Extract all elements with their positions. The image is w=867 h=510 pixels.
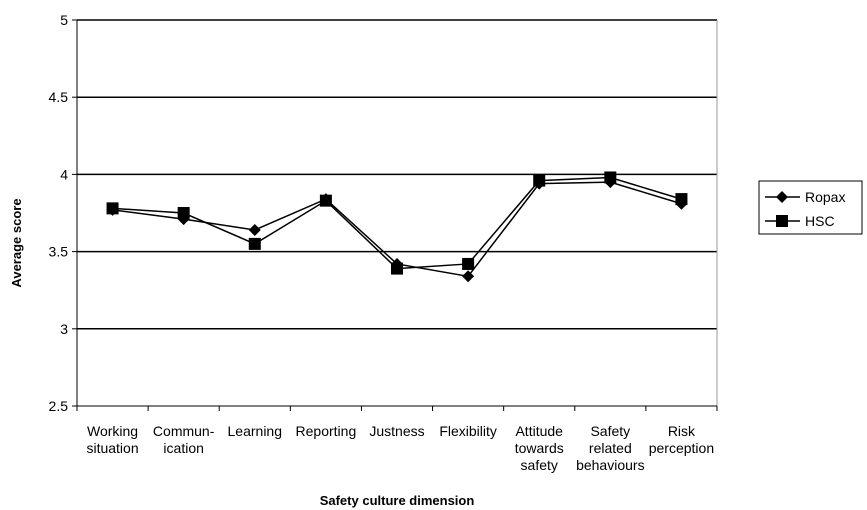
x-tick-label: Attitude towards safety: [515, 423, 564, 473]
y-axis-ticks: 2.5 3 3.5 4 4.5 5: [49, 12, 77, 414]
square-point: [533, 174, 546, 187]
gridlines: [77, 96, 717, 330]
x-tick-label-line: Flexibility: [439, 423, 497, 439]
x-tick-label: Safety related behaviours: [576, 423, 645, 473]
plot-frame: [76, 19, 718, 407]
legend-item-ropax: Ropax: [765, 189, 845, 205]
series-hsc: [106, 171, 688, 275]
square-point: [248, 237, 261, 250]
y-tick-label: 4.5: [49, 89, 69, 105]
legend: Ropax HSC: [758, 180, 863, 235]
x-tick-label-line: Learning: [228, 423, 283, 439]
square-point: [675, 193, 688, 206]
legend-item-hsc: HSC: [765, 213, 835, 229]
y-tick-label: 5: [60, 12, 68, 28]
x-tick-label-line: Attitude: [515, 423, 563, 439]
square-point: [462, 257, 475, 270]
x-axis-ticks: Working situation Commun-ication Learning Re…: [76, 406, 718, 473]
square-point: [177, 207, 190, 219]
x-tick-label-line: related: [589, 440, 632, 456]
x-tick-label: Commun-ication: [153, 423, 215, 456]
legend-label: HSC: [805, 213, 835, 229]
x-tick-label-line: Commun-: [153, 423, 215, 439]
x-tick-label: Reporting: [296, 423, 357, 439]
legend-label: Ropax: [805, 189, 845, 205]
square-point: [106, 202, 119, 215]
x-tick-label-line: Reporting: [296, 423, 357, 439]
x-tick-label: Justness: [369, 423, 424, 439]
x-tick-label-line: perception: [649, 440, 714, 456]
x-tick-label-line: Risk: [668, 423, 696, 439]
x-tick-label-line: safety: [521, 457, 558, 473]
x-tick-label-line: Working: [87, 423, 138, 439]
legend-marker: [776, 191, 788, 203]
x-tick-label: Working situation: [86, 423, 138, 456]
square-point: [604, 171, 617, 184]
diamond-point: [248, 223, 261, 236]
y-axis-label: Average score: [9, 198, 24, 287]
y-tick-label: 3.5: [49, 244, 69, 260]
square-point: [319, 194, 332, 207]
x-axis-label: Safety culture dimension: [320, 493, 475, 508]
diamond-point: [462, 270, 475, 283]
x-tick-label: Flexibility: [439, 423, 497, 439]
y-tick-label: 2.5: [49, 398, 69, 414]
legend-marker: [776, 215, 788, 227]
x-tick-label-line: Safety: [590, 423, 630, 439]
y-tick-label: 3: [60, 321, 68, 337]
x-tick-label-line: ication: [163, 440, 203, 456]
x-tick-label-line: behaviours: [576, 457, 645, 473]
x-tick-label-line: Justness: [369, 423, 424, 439]
x-tick-label: Risk perception: [649, 423, 714, 456]
y-tick-label: 4: [60, 166, 68, 182]
x-tick-label-line: situation: [86, 440, 138, 456]
x-tick-label-line: towards: [515, 440, 564, 456]
series-layer: [106, 171, 688, 283]
x-tick-label: Learning: [228, 423, 283, 439]
series-line: [112, 176, 682, 270]
square-point: [391, 262, 403, 275]
